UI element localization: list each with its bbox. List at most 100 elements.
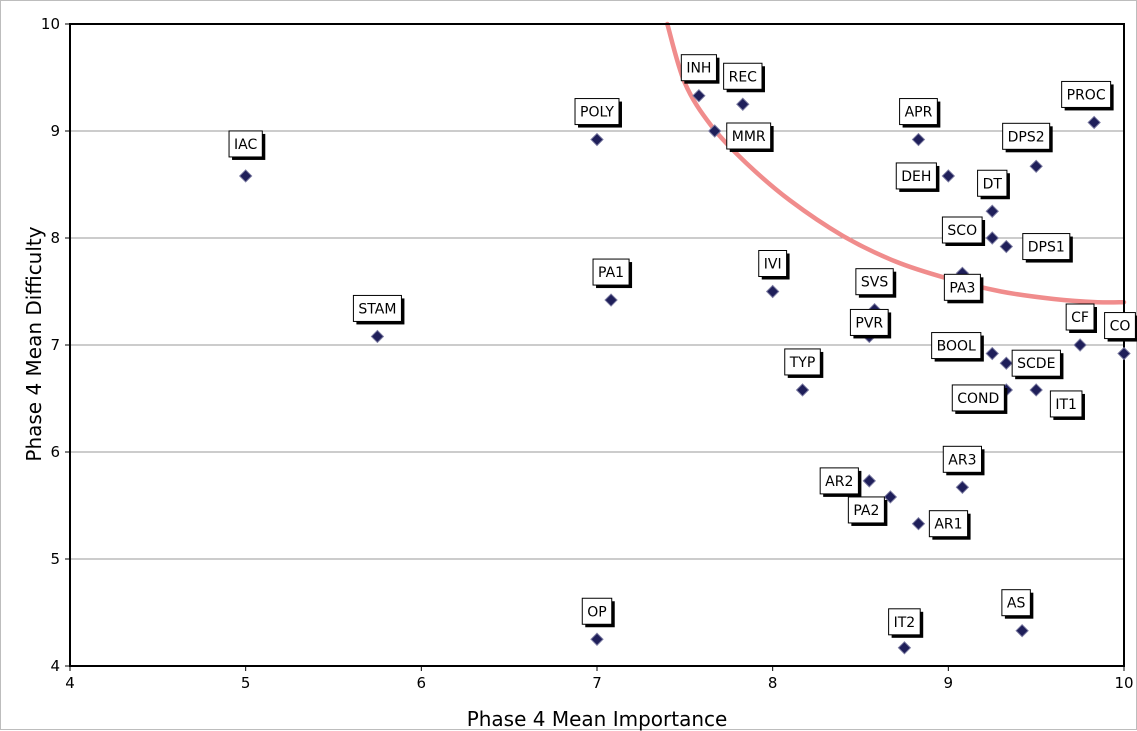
y-tick-label-6: 6 xyxy=(50,443,60,461)
label-box xyxy=(942,445,982,473)
label-box xyxy=(1022,233,1071,261)
label-box xyxy=(847,496,885,524)
point-label-deh: DEH xyxy=(895,162,940,192)
data-point-pa2 xyxy=(883,490,898,504)
data-point-apr xyxy=(911,132,926,147)
x-tick-label-9: 9 xyxy=(944,674,954,692)
data-point-mmr xyxy=(707,124,722,138)
point-label-dps1: DPS1 xyxy=(1022,233,1073,263)
threshold-curve-line xyxy=(665,21,1127,305)
label-text: IVI xyxy=(764,257,782,273)
point-label-op: OP xyxy=(581,597,615,628)
data-point-ar2 xyxy=(862,474,876,488)
label-text: SCO xyxy=(947,223,977,239)
label-text: IAC xyxy=(234,137,257,153)
point-label-dps2: DPS2 xyxy=(1002,122,1053,153)
label-box xyxy=(1011,349,1061,377)
label-text: PROC xyxy=(1067,87,1106,103)
threshold-curve xyxy=(665,21,1127,305)
label-box xyxy=(1061,80,1112,108)
data-point-dps1 xyxy=(999,239,1014,254)
x-tick-label-7: 7 xyxy=(592,674,602,692)
label-text: SCDE xyxy=(1017,356,1055,372)
data-point-it1 xyxy=(1029,383,1043,397)
data-point-ar1 xyxy=(911,516,926,531)
label-box xyxy=(888,608,921,636)
point-label-it1: IT1 xyxy=(1049,390,1085,420)
label-text: AR3 xyxy=(948,452,976,468)
y-tick-label-4: 4 xyxy=(50,657,60,675)
label-text: REC xyxy=(729,69,758,85)
point-label-inh: INH xyxy=(680,54,720,84)
label-text: DT xyxy=(983,176,1003,192)
label-text: IT1 xyxy=(1055,397,1077,413)
point-label-ivi: IVI xyxy=(758,250,790,280)
label-text: DEH xyxy=(901,169,931,185)
data-point-iac xyxy=(238,169,253,183)
label-box xyxy=(855,268,894,296)
data-point-as xyxy=(1015,623,1029,638)
data-point-inh xyxy=(692,88,706,103)
axes: 4 5 6 7 8 9 10 4 5 6 7 8 9 10 xyxy=(41,15,1134,692)
label-box xyxy=(352,294,402,322)
label-box xyxy=(941,216,983,244)
y-axis-title: Phase 4 Mean Difficulty xyxy=(22,226,46,461)
point-label-apr: APR xyxy=(899,98,941,128)
y-tick-label-8: 8 xyxy=(50,229,60,247)
x-axis-title: Phase 4 Mean Importance xyxy=(467,707,728,731)
point-label-stam: STAM xyxy=(352,294,405,325)
point-label-scde: SCDE xyxy=(1011,349,1064,380)
label-box xyxy=(723,62,763,90)
label-text: DPS2 xyxy=(1008,129,1045,145)
label-text: PA3 xyxy=(949,280,975,296)
point-label-ar2: AR2 xyxy=(819,467,862,497)
label-box xyxy=(1001,589,1031,617)
point-label-poly: POLY xyxy=(574,98,622,128)
label-box xyxy=(726,122,772,150)
label-text: COND xyxy=(957,391,999,407)
label-box xyxy=(228,130,263,158)
x-tick-label-10: 10 xyxy=(1114,674,1133,692)
point-label-proc: PROC xyxy=(1061,80,1114,111)
x-tick-label-6: 6 xyxy=(417,674,427,692)
point-label-rec: REC xyxy=(723,62,765,93)
data-point-dt xyxy=(985,204,999,218)
label-box xyxy=(1104,312,1136,340)
label-text: CF xyxy=(1071,310,1089,326)
point-label-co: CO xyxy=(1104,312,1137,342)
data-point-dps2 xyxy=(1029,159,1043,174)
point-label-pa3: PA3 xyxy=(943,273,984,304)
label-box xyxy=(951,384,1005,412)
label-box xyxy=(581,597,613,625)
label-text: CO xyxy=(1110,319,1131,335)
data-point-pa1 xyxy=(604,293,618,307)
y-tick-label-10: 10 xyxy=(41,15,60,33)
label-text: SVS xyxy=(861,275,888,291)
data-point-cf xyxy=(1073,338,1087,352)
point-label-typ: TYP xyxy=(784,348,824,378)
label-text: STAM xyxy=(358,301,396,317)
point-label-pa2: PA2 xyxy=(847,496,888,526)
point-label-bool: BOOL xyxy=(931,332,984,362)
label-box xyxy=(1065,303,1095,331)
data-point-stam xyxy=(370,329,385,344)
label-box xyxy=(899,98,938,126)
label-box xyxy=(943,273,981,301)
data-point-proc xyxy=(1087,115,1101,130)
data-point-op xyxy=(590,632,604,646)
data-point-poly xyxy=(590,132,604,147)
plot-area-border xyxy=(69,23,1125,667)
label-box xyxy=(895,162,937,190)
point-label-it2: IT2 xyxy=(888,608,924,638)
point-label-ar1: AR1 xyxy=(928,510,971,540)
data-point-scde xyxy=(999,356,1014,370)
label-box xyxy=(849,308,889,336)
label-box xyxy=(784,348,821,376)
point-label-cf: CF xyxy=(1065,303,1097,333)
label-box xyxy=(1002,122,1051,150)
label-text: POLY xyxy=(580,105,614,121)
label-text: PA1 xyxy=(598,265,624,281)
y-tick-label-5: 5 xyxy=(50,550,60,568)
label-box xyxy=(592,258,630,286)
